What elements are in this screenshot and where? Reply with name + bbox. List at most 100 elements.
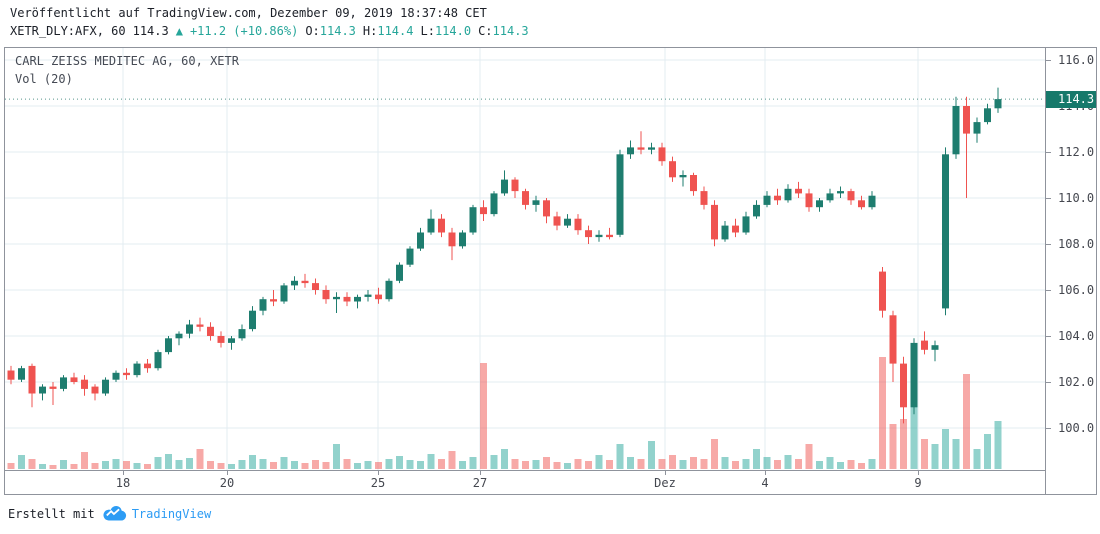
volume-bar — [795, 459, 802, 469]
volume-bar — [280, 457, 288, 469]
candle-body — [574, 218, 582, 231]
candle-body — [165, 338, 172, 353]
candle-body — [711, 204, 718, 240]
volume-bar — [301, 463, 309, 469]
price-tick — [1046, 336, 1051, 337]
volume-bar — [627, 457, 634, 469]
candle-body — [364, 294, 372, 297]
candle-body — [81, 379, 88, 389]
volume-bar — [459, 461, 466, 469]
candle-body — [396, 264, 403, 281]
candle-body — [133, 363, 141, 376]
volume-bar — [49, 465, 57, 469]
volume-bar — [123, 461, 130, 469]
volume-bar — [322, 462, 330, 469]
time-axis: 18 20 25 27 Dez 4 9 — [5, 470, 1045, 495]
volume-bar — [39, 464, 46, 469]
price-change: +11.2 (+10.86%) — [189, 24, 299, 38]
candle-body — [868, 195, 876, 208]
candle-body — [217, 336, 225, 343]
price-tick — [1046, 152, 1051, 153]
volume-bar — [249, 455, 256, 469]
volume-bar — [931, 444, 939, 469]
volume-bar — [847, 460, 855, 469]
candle-body — [837, 191, 844, 194]
candle-body — [39, 386, 46, 394]
candle-body — [616, 154, 624, 235]
axis-divider — [1045, 48, 1046, 494]
price-tick — [1046, 382, 1051, 383]
candle-body — [648, 147, 655, 150]
volume-bar — [742, 459, 750, 469]
candle-body — [606, 234, 613, 238]
tradingview-logo-icon[interactable] — [101, 505, 127, 522]
candle-body — [175, 333, 183, 339]
volume-bar — [732, 461, 739, 469]
candle-body — [879, 271, 886, 311]
candle-body — [543, 200, 550, 217]
volume-bar — [595, 455, 603, 469]
candle-body — [322, 290, 330, 300]
candle-body — [700, 191, 708, 205]
candle-body — [984, 108, 991, 123]
candle-body — [417, 232, 424, 249]
volume-bar — [91, 463, 99, 469]
time-axis-label: 20 — [219, 476, 235, 490]
time-tick — [123, 471, 124, 475]
time-axis-label: 18 — [115, 476, 131, 490]
candle-body — [259, 299, 267, 311]
volume-bar — [994, 421, 1002, 469]
candle-body — [123, 372, 130, 376]
volume-bar — [70, 464, 78, 469]
volume-bar — [879, 357, 886, 469]
volume-bar — [154, 457, 162, 469]
volume-bar — [259, 459, 267, 469]
price-tick — [1046, 198, 1051, 199]
time-tick — [918, 471, 919, 475]
open-label: O: — [305, 24, 320, 38]
candle-body — [721, 225, 729, 240]
candle-body — [207, 326, 214, 336]
tradingview-brand[interactable]: TradingView — [131, 506, 212, 521]
candle-body — [763, 195, 771, 205]
candle-body — [784, 188, 792, 201]
volume-bar — [448, 451, 456, 469]
candle-body — [501, 179, 508, 194]
volume-bar — [963, 374, 970, 469]
open-value: 114.3 — [319, 24, 356, 38]
price-tick — [1046, 244, 1051, 245]
candle-body — [669, 161, 676, 178]
volume-bar — [238, 460, 246, 469]
candle-body — [564, 218, 571, 226]
price-tick-label: 112.0 — [1058, 145, 1095, 159]
candle-body — [144, 363, 151, 369]
volume-bar — [522, 461, 529, 469]
volume-bar — [490, 455, 498, 469]
candle-body — [963, 106, 970, 134]
chart-frame: CARL ZEISS MEDITEC AG, 60, XETR Vol (20)… — [4, 47, 1097, 495]
volume-bar — [291, 461, 298, 469]
volume-bar — [385, 459, 393, 469]
volume-bar — [396, 456, 403, 469]
candle-body — [343, 296, 351, 302]
candle-body — [627, 147, 634, 155]
candle-body — [312, 283, 319, 290]
volume-bar — [333, 444, 340, 469]
candle-body — [816, 200, 823, 208]
time-axis-label: 25 — [370, 476, 386, 490]
volume-bar — [837, 462, 844, 469]
publish-info: Veröffentlicht auf TradingView.com, Deze… — [10, 6, 487, 20]
price-tick — [1046, 290, 1051, 291]
volume-bar — [28, 459, 36, 469]
volume-bar — [858, 463, 865, 469]
time-tick — [480, 471, 481, 475]
volume-bar — [112, 459, 120, 469]
volume-bar — [942, 429, 949, 469]
candle-body — [742, 216, 750, 233]
candle-body — [427, 218, 435, 233]
candle-body — [973, 122, 981, 134]
volume-bar — [910, 404, 918, 469]
price-tick-label: 116.0 — [1058, 53, 1095, 67]
volume-bar — [511, 459, 519, 469]
